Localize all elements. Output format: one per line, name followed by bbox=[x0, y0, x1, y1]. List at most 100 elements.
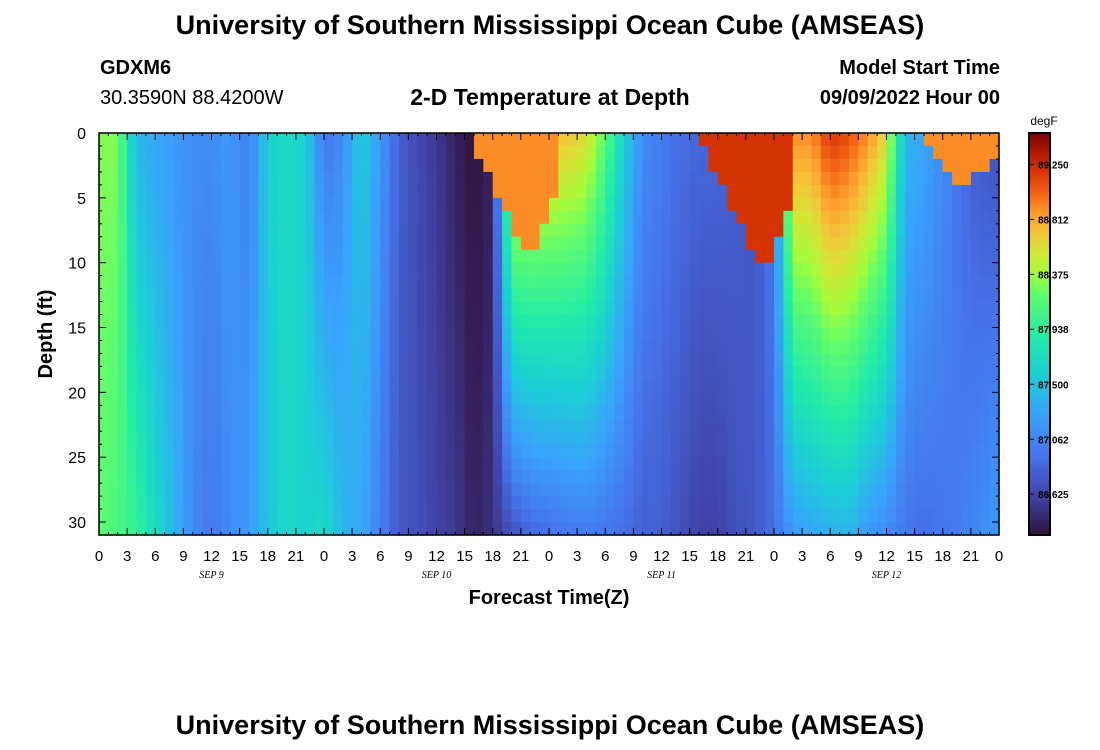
heatmap-cell bbox=[474, 496, 484, 510]
heatmap-cell bbox=[567, 522, 578, 536]
heatmap-cell bbox=[605, 223, 616, 238]
x-tick-label: 0 bbox=[995, 548, 1003, 565]
heatmap-cell bbox=[230, 483, 241, 497]
heatmap-cell bbox=[717, 379, 728, 393]
heatmap-cell bbox=[202, 340, 213, 355]
heatmap-cell bbox=[736, 262, 747, 277]
heatmap-cell bbox=[577, 327, 588, 342]
heatmap-cell bbox=[783, 197, 794, 212]
heatmap-cell bbox=[736, 340, 747, 355]
heatmap-cell bbox=[192, 340, 203, 355]
heatmap-cell bbox=[314, 210, 325, 225]
heatmap-cell bbox=[502, 392, 513, 406]
heatmap-cell bbox=[670, 431, 681, 445]
heatmap-cell bbox=[802, 158, 813, 173]
heatmap-cell bbox=[708, 223, 719, 238]
heatmap-cell bbox=[436, 444, 447, 458]
heatmap-cell bbox=[652, 379, 663, 393]
heatmap-cell bbox=[605, 405, 616, 419]
x-tick-label: 12 bbox=[878, 548, 895, 565]
heatmap-cell bbox=[211, 301, 222, 316]
heatmap-cell bbox=[164, 288, 175, 303]
heatmap-cell bbox=[295, 133, 306, 147]
heatmap-cell bbox=[624, 483, 634, 497]
heatmap-cell bbox=[970, 184, 981, 199]
heatmap-cell bbox=[558, 236, 569, 251]
heatmap-cell bbox=[445, 366, 456, 380]
heatmap-cell bbox=[277, 405, 288, 419]
heatmap-cell bbox=[445, 133, 456, 147]
x-tick-label: 0 bbox=[545, 548, 553, 565]
heatmap-cell bbox=[220, 314, 231, 329]
heatmap-cell bbox=[633, 496, 644, 510]
heatmap-cell bbox=[380, 236, 391, 251]
heatmap-cell bbox=[492, 457, 503, 471]
heatmap-cell bbox=[295, 275, 306, 290]
heatmap-cell bbox=[408, 197, 419, 212]
heatmap-cell bbox=[942, 288, 953, 303]
heatmap-cell bbox=[333, 288, 344, 303]
heatmap-cell bbox=[689, 457, 700, 471]
heatmap-cell bbox=[624, 288, 634, 303]
heatmap-cell bbox=[614, 249, 625, 264]
heatmap-cell bbox=[474, 288, 484, 303]
heatmap-cell bbox=[380, 171, 391, 186]
heatmap-cell bbox=[277, 418, 288, 432]
heatmap-cell bbox=[202, 392, 213, 406]
heatmap-cell bbox=[445, 210, 456, 225]
heatmap-cell bbox=[586, 210, 597, 225]
heatmap-cell bbox=[136, 483, 147, 497]
heatmap-cell bbox=[933, 444, 944, 458]
heatmap-cell bbox=[727, 457, 738, 471]
heatmap-cell bbox=[155, 171, 166, 186]
heatmap-cell bbox=[117, 236, 128, 251]
heatmap-cell bbox=[352, 418, 363, 432]
heatmap-cell bbox=[108, 158, 119, 173]
heatmap-cell bbox=[380, 522, 391, 536]
heatmap-cell bbox=[427, 301, 438, 316]
heatmap-cell bbox=[708, 288, 719, 303]
heatmap-cell bbox=[989, 509, 1000, 523]
heatmap-cell bbox=[586, 275, 597, 290]
heatmap-cell bbox=[642, 327, 653, 342]
heatmap-cell bbox=[258, 392, 269, 406]
heatmap-cell bbox=[745, 353, 756, 368]
heatmap-cell bbox=[230, 457, 241, 471]
heatmap-cell bbox=[267, 405, 278, 419]
x-tick-label: 12 bbox=[653, 548, 670, 565]
heatmap-cell bbox=[792, 392, 803, 406]
heatmap-cell bbox=[549, 509, 559, 523]
heatmap-cell bbox=[492, 158, 503, 173]
heatmap-cell bbox=[464, 470, 475, 484]
heatmap-cell bbox=[924, 509, 934, 523]
heatmap-cell bbox=[717, 509, 728, 523]
heatmap-cell bbox=[689, 249, 700, 264]
heatmap-cell bbox=[755, 184, 766, 199]
heatmap-cell bbox=[605, 379, 616, 393]
heatmap-cell bbox=[605, 496, 616, 510]
heatmap-cell bbox=[155, 392, 166, 406]
heatmap-cell bbox=[164, 457, 175, 471]
heatmap-cell bbox=[408, 210, 419, 225]
heatmap-cell bbox=[633, 366, 644, 380]
heatmap-cell bbox=[474, 236, 484, 251]
heatmap-cell bbox=[530, 353, 541, 368]
heatmap-cell bbox=[361, 262, 372, 277]
heatmap-cell bbox=[755, 158, 766, 173]
heatmap-cell bbox=[680, 145, 691, 160]
heatmap-cell bbox=[877, 444, 888, 458]
heatmap-cell bbox=[717, 275, 728, 290]
heatmap-cell bbox=[624, 197, 634, 212]
heatmap-cell bbox=[436, 470, 447, 484]
heatmap-cell bbox=[942, 431, 953, 445]
heatmap-cell bbox=[117, 249, 128, 264]
heatmap-cell bbox=[183, 431, 194, 445]
heatmap-cell bbox=[858, 288, 869, 303]
heatmap-cell bbox=[183, 197, 194, 212]
heatmap-cell bbox=[952, 158, 963, 173]
heatmap-cell bbox=[989, 522, 1000, 536]
heatmap-cell bbox=[220, 483, 231, 497]
heatmap-cell bbox=[624, 145, 634, 160]
heatmap-cell bbox=[202, 145, 213, 160]
heatmap-cell bbox=[849, 470, 859, 484]
